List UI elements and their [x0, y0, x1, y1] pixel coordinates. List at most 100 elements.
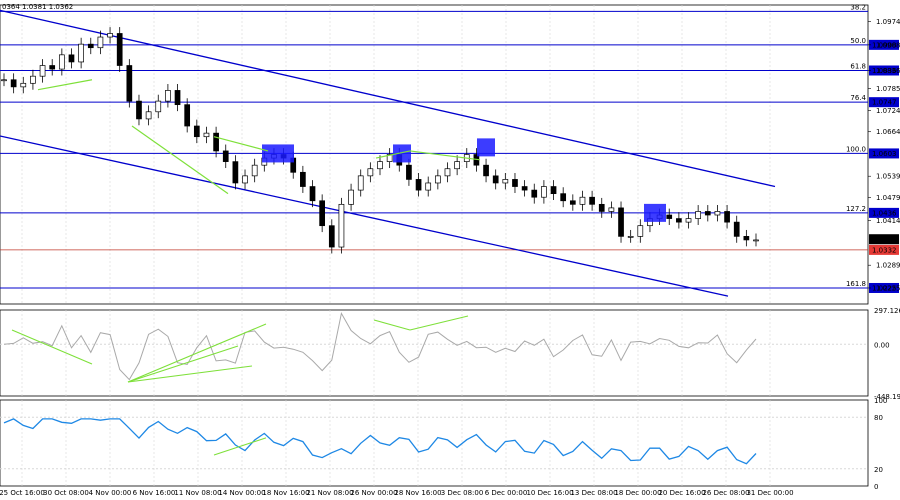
candle-body: [704, 211, 711, 216]
y-tick-label: 1.0785: [876, 85, 900, 93]
cci-divergence-line: [127, 323, 267, 383]
x-tick-label: 26 Nov 00:00: [350, 489, 397, 497]
stoch-line: [3, 418, 757, 465]
candle-body: [724, 211, 730, 223]
stoch-tick-label: 100: [874, 397, 887, 405]
x-tick-label: 14 Nov 00:00: [218, 489, 265, 497]
stoch-divergence-line: [213, 437, 267, 456]
fib-price-box: [869, 148, 899, 159]
cci-divergence-line: [11, 329, 93, 365]
y-tick-label: 1.0908: [876, 41, 900, 49]
x-tick-label: 20 Dec 16:00: [658, 489, 705, 497]
signal-square: [393, 144, 411, 163]
candle-body: [20, 82, 27, 88]
x-tick-label: 31 Dec 00:00: [746, 489, 793, 497]
cci-divergence-line: [409, 315, 469, 331]
candle-body: [338, 203, 345, 248]
signal-square: [644, 203, 666, 222]
current-price-label: 1.0362: [872, 236, 897, 244]
candle-body: [608, 207, 615, 212]
candle-body: [126, 65, 133, 102]
fib-level-name: 61.8: [850, 62, 866, 70]
candle-body: [222, 150, 229, 162]
candle-body: [213, 132, 219, 152]
fib-price-box: [869, 207, 899, 218]
x-tick-label: 4 Nov 00:00: [89, 489, 132, 497]
candle-body: [386, 154, 393, 162]
main-panel: [0, 4, 869, 305]
candle-body: [348, 189, 354, 205]
cci-tick-label: -448.195: [874, 393, 900, 401]
candle-body: [579, 196, 586, 205]
divergence-line: [213, 136, 269, 152]
candle-body: [184, 104, 191, 127]
y-tick-label: 1.0225: [876, 284, 900, 292]
divergence-line: [37, 79, 93, 91]
stoch-tick-label: 80: [874, 414, 883, 422]
candle-body: [676, 218, 682, 223]
candle-body: [569, 200, 576, 205]
candle-body: [203, 132, 210, 138]
cci-line: [3, 311, 757, 381]
candle-body: [550, 186, 557, 195]
x-tick-label: 25 Oct 16:00: [0, 489, 45, 497]
x-tick-label: 10 Dec 16:00: [526, 489, 573, 497]
fib-price-label: 1.0908: [872, 41, 897, 49]
stoch-panel: [0, 399, 869, 487]
candle-body: [165, 90, 171, 102]
cci-divergence-line: [127, 345, 239, 383]
candle-body: [531, 189, 538, 198]
y-tick-label: 1.0289: [876, 262, 900, 270]
candle-body: [145, 111, 152, 120]
candle-body: [589, 196, 595, 205]
fib-price-label: 1.0436: [872, 209, 897, 217]
candle-body: [242, 175, 248, 184]
divergence-line: [131, 125, 229, 195]
x-tick-label: 21 Nov 08:00: [306, 489, 353, 497]
candle-body: [743, 236, 750, 241]
candle-body: [136, 100, 142, 120]
candle-body: [560, 193, 567, 202]
candle-body: [10, 79, 17, 88]
candle-body: [174, 90, 181, 106]
candle-body: [627, 236, 634, 238]
divergence-line: [375, 150, 411, 159]
candle-body: [444, 168, 451, 177]
candle-body: [155, 100, 162, 113]
ohlc-header: 0364 1.0381 1.0362: [2, 3, 73, 11]
channel-upper-line: [0, 9, 776, 188]
candle-body: [107, 33, 113, 38]
x-tick-label: 13 Dec 08:00: [570, 489, 617, 497]
fib-level-name: 100.0: [846, 145, 866, 153]
divergence-line: [409, 150, 481, 161]
candle-body: [425, 182, 432, 191]
candle-body: [541, 186, 547, 198]
candle-body: [377, 161, 383, 170]
candle-body: [300, 171, 306, 187]
red-price-label: 1.0332: [872, 246, 897, 254]
candle-body: [753, 239, 759, 242]
fib-level-name: 38.2: [850, 3, 866, 11]
candle-body: [695, 211, 702, 219]
candle-body: [193, 125, 200, 138]
candle-body: [666, 214, 673, 219]
candle-body: [116, 33, 123, 66]
candle-body: [328, 225, 335, 248]
candle-body: [733, 221, 740, 237]
candle-body: [637, 225, 644, 237]
candle-body: [521, 186, 528, 191]
candle-body: [30, 75, 36, 84]
candle-body: [406, 164, 412, 180]
candle-body: [49, 65, 56, 70]
fib-price-label: 1.0225: [872, 284, 897, 292]
x-tick-label: 6 Nov 16:00: [133, 489, 176, 497]
y-tick-label: 1.0414: [876, 217, 900, 225]
candle-body: [598, 203, 605, 212]
candle-body: [512, 179, 518, 187]
signal-square: [262, 144, 294, 163]
y-tick-label: 1.0836: [876, 67, 900, 75]
candle-body: [39, 65, 46, 77]
candle-body: [97, 36, 104, 49]
x-tick-label: 3 Dec 08:00: [441, 489, 484, 497]
